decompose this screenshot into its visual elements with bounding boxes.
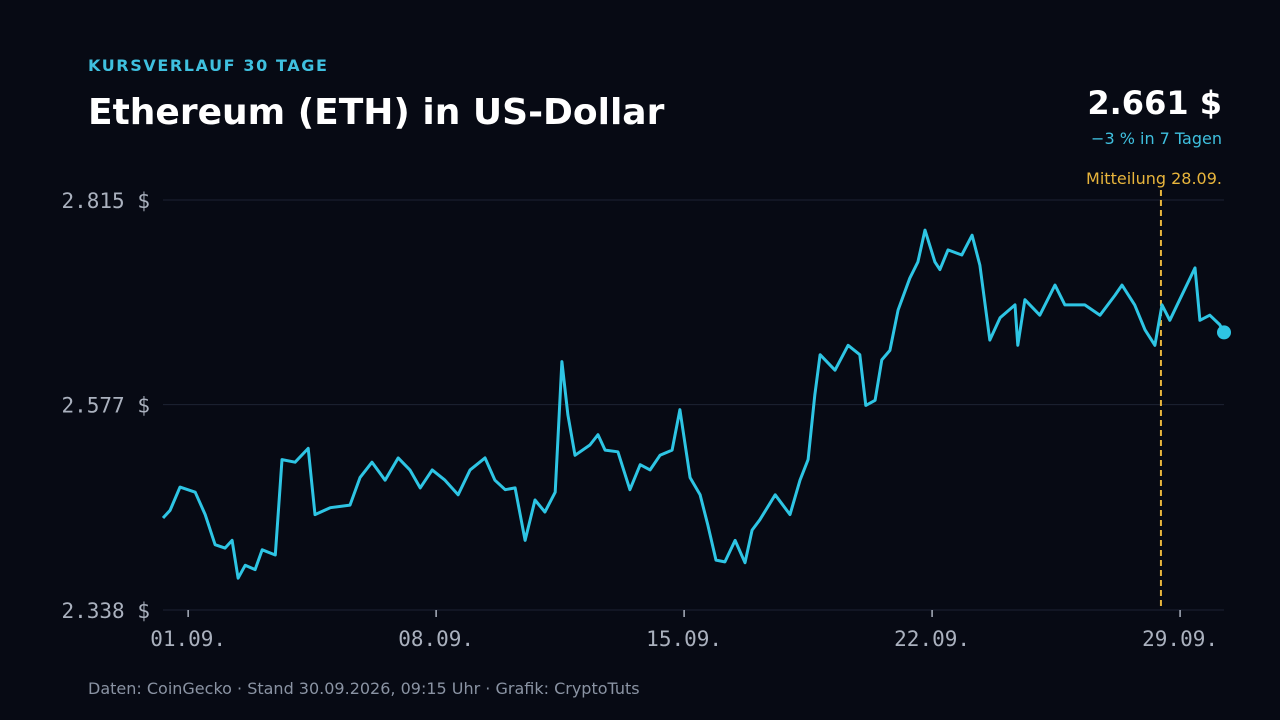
kicker: KURSVERLAUF 30 TAGE [88, 56, 329, 75]
y-tick-label: 2.577 $ [61, 394, 150, 418]
x-tick-label: 29.09. [1142, 627, 1218, 651]
x-tick-label: 08.09. [398, 627, 474, 651]
x-tick-label: 15.09. [646, 627, 722, 651]
price-change: −3 % in 7 Tagen [1091, 129, 1222, 148]
y-tick-label: 2.338 $ [61, 599, 150, 623]
y-tick-label: 2.815 $ [61, 189, 150, 213]
source-note: Daten: CoinGecko · Stand 30.09.2026, 09:… [88, 679, 640, 698]
x-tick-label: 22.09. [894, 627, 970, 651]
chart-title: Ethereum (ETH) in US-Dollar [88, 92, 665, 133]
annotation-label: Mitteilung 28.09. [1086, 169, 1222, 188]
last-point [1217, 325, 1231, 340]
price-line [161, 228, 1226, 580]
x-tick-label: 01.09. [150, 627, 226, 651]
current-price: 2.661 $ [1087, 84, 1222, 122]
